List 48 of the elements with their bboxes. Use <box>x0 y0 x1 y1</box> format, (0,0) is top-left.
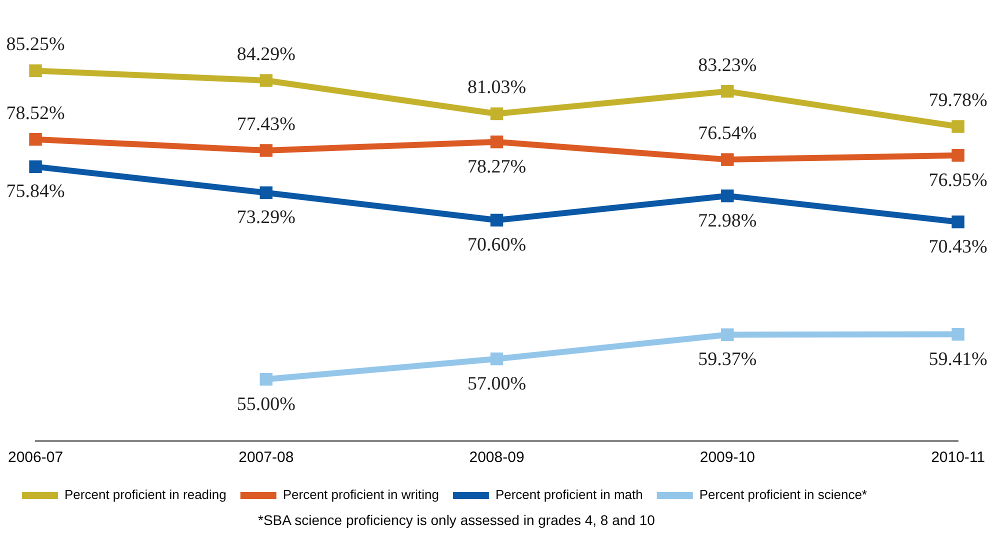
point <box>952 120 964 133</box>
data-label: 76.95% <box>928 170 988 191</box>
data-label: 77.43% <box>236 114 296 135</box>
point <box>260 144 273 157</box>
data-label: 75.84% <box>6 181 65 202</box>
data-label: 78.27% <box>467 156 526 178</box>
data-label: 73.29% <box>236 207 296 228</box>
data-label: 84.29% <box>236 44 296 65</box>
point <box>260 74 273 87</box>
point <box>721 153 734 166</box>
data-label: 59.37% <box>698 349 757 370</box>
x-tick-label: 2007-08 <box>238 449 294 466</box>
data-label: 83.23% <box>698 54 757 76</box>
x-tick-label: 2010-11 <box>931 449 985 466</box>
point <box>721 84 734 98</box>
point <box>952 149 964 162</box>
x-tick-label: 2008-09 <box>469 449 524 466</box>
point <box>490 136 504 148</box>
point <box>490 352 504 366</box>
point <box>490 107 504 120</box>
legend-label: Percent proficient in math <box>495 487 643 502</box>
point <box>260 372 273 386</box>
legend-label: Percent proficient in writing <box>282 487 439 502</box>
point <box>952 216 964 228</box>
point <box>952 328 964 341</box>
point <box>490 214 504 227</box>
data-label: 72.98% <box>698 210 757 232</box>
x-tick-label: 2009-10 <box>700 449 755 466</box>
x-tick-label: 2006-07 <box>8 449 64 466</box>
data-label: 59.41% <box>928 348 988 370</box>
data-label: 70.43% <box>928 236 988 258</box>
legend-label: Percent proficient in reading <box>64 487 226 502</box>
point <box>29 160 42 174</box>
legend-label: Percent proficient in science* <box>699 487 868 502</box>
point <box>29 64 42 78</box>
point <box>29 133 42 146</box>
data-label: 81.03% <box>467 77 526 98</box>
data-label: 79.78% <box>928 90 988 111</box>
data-label: 85.25% <box>6 34 65 56</box>
data-label: 78.52% <box>6 102 65 124</box>
point <box>260 186 273 200</box>
point <box>721 328 734 342</box>
data-label: 76.54% <box>698 123 757 144</box>
data-label: 57.00% <box>467 373 526 394</box>
data-label: 70.60% <box>467 234 526 256</box>
data-label: 55.00% <box>236 394 296 415</box>
point <box>721 190 734 202</box>
text: *SBA science proficiency is only assessed in grades 4, 8 and 10 <box>258 512 655 528</box>
